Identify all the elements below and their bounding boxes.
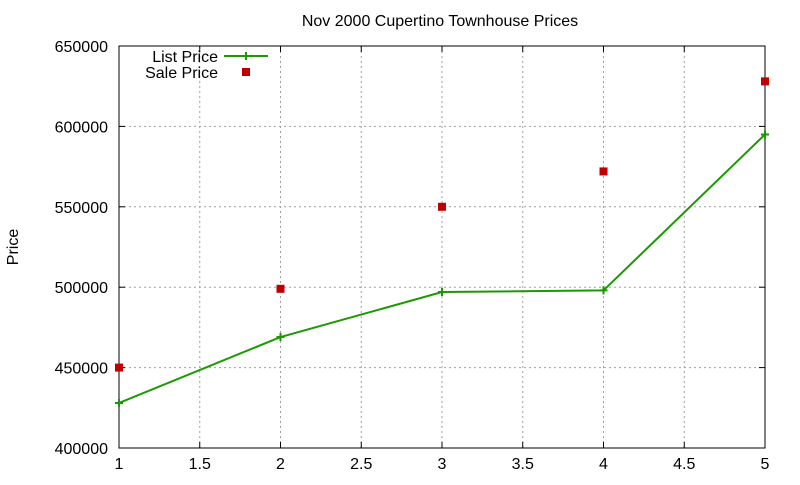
- x-tick-label: 5: [761, 456, 770, 473]
- legend-swatch-marker: [242, 52, 250, 60]
- legend-label: Sale Price: [145, 65, 218, 82]
- list-price-point: [761, 130, 769, 139]
- x-tick-label: 2: [276, 456, 285, 473]
- legend-item-list-price: List Price: [152, 49, 268, 66]
- list-price-point: [276, 333, 285, 342]
- x-tick-label: 3: [438, 456, 447, 473]
- y-tick-label: 650000: [55, 39, 108, 56]
- y-tick-label: 400000: [55, 441, 108, 458]
- y-tick-label: 600000: [55, 119, 108, 136]
- tick-labels: 1 1.5 2 2.5 3 3.5 4 4.5 5 400000 450000 500000 55000…: [55, 39, 770, 473]
- sale-price-point: [438, 202, 446, 211]
- sale-price-point: [276, 284, 285, 293]
- legend-item-sale-price: Sale Price: [145, 65, 250, 82]
- x-tick-label: 2.5: [350, 456, 372, 473]
- list-price-point: [115, 398, 123, 407]
- axes: [118, 45, 766, 449]
- x-tick-label: 3.5: [512, 456, 534, 473]
- x-tick-label: 1.5: [189, 456, 211, 473]
- data-series: [115, 77, 769, 407]
- sale-price-point: [599, 167, 608, 176]
- x-tick-label: 1: [115, 456, 124, 473]
- x-tick-label: 4: [599, 456, 608, 473]
- series-list-price: [115, 130, 769, 407]
- grid-lines: [119, 46, 765, 448]
- y-tick-label: 450000: [55, 361, 108, 378]
- list-price-point: [599, 286, 608, 295]
- list-price-point: [438, 288, 446, 297]
- sale-price-point: [761, 77, 769, 86]
- y-tick-label: 550000: [55, 200, 108, 217]
- chart-title: Nov 2000 Cupertino Townhouse Prices: [302, 13, 578, 30]
- y-axis-label: Price: [5, 229, 22, 266]
- series-sale-price: [115, 77, 769, 372]
- legend-label: List Price: [152, 49, 218, 66]
- sale-price-point: [115, 363, 123, 372]
- legend-swatch-square: [242, 68, 250, 76]
- x-tick-label: 4.5: [673, 456, 695, 473]
- y-tick-label: 500000: [55, 280, 108, 297]
